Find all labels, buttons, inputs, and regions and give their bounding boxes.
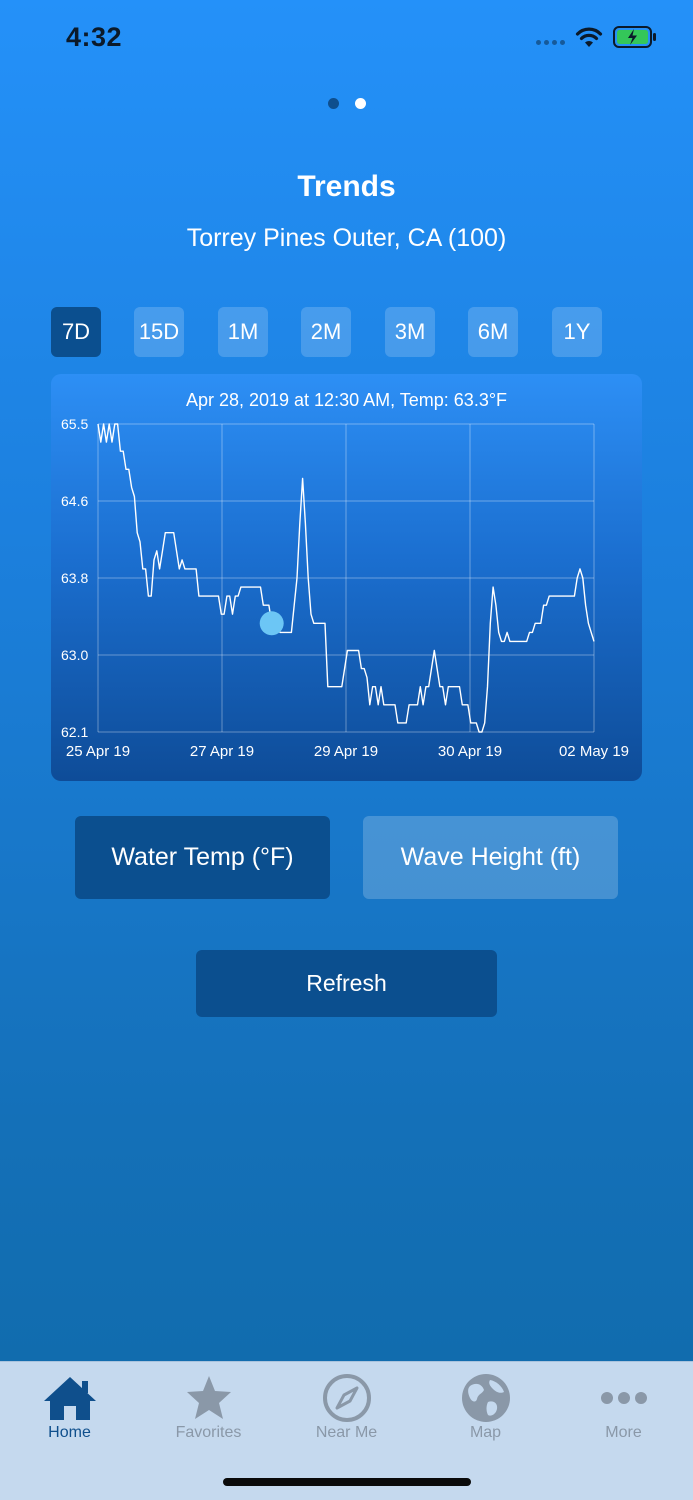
page-title: Trends: [297, 170, 396, 203]
globe-icon: [456, 1370, 516, 1426]
more-icon: [594, 1370, 654, 1426]
range-button-3m[interactable]: 3M: [385, 307, 435, 357]
wave-height-button[interactable]: Wave Height (ft): [363, 816, 618, 899]
temperature-series-line: [97, 423, 595, 733]
status-time: 4:32: [66, 22, 123, 52]
water-temp-button[interactable]: Water Temp (°F): [75, 816, 330, 899]
y-tick-label: 63.0: [61, 647, 88, 663]
tab-bar: Home Favorites Near Me Map: [0, 1361, 693, 1500]
range-button-6m[interactable]: 6M: [468, 307, 518, 357]
home-icon: [40, 1370, 100, 1426]
tab-label: Home: [48, 1424, 91, 1441]
tab-home[interactable]: Home: [0, 1362, 139, 1452]
home-indicator: [223, 1478, 471, 1486]
range-button-2m[interactable]: 2M: [301, 307, 351, 357]
range-selector: 7D 15D 1M 2M 3M 6M 1Y: [51, 307, 611, 357]
tab-more[interactable]: More: [554, 1362, 693, 1452]
y-tick-label: 62.1: [61, 724, 88, 740]
station-name: Torrey Pines Outer, CA (100): [186, 224, 507, 252]
range-button-1y[interactable]: 1Y: [552, 307, 602, 357]
status-bar: 4:32: [0, 0, 693, 80]
tab-label: Map: [469, 1424, 502, 1441]
range-button-1m[interactable]: 1M: [218, 307, 268, 357]
range-button-15d[interactable]: 15D: [134, 307, 184, 357]
y-tick-label: 64.6: [61, 493, 88, 509]
status-icons: [536, 26, 657, 48]
page-dot[interactable]: [327, 98, 339, 109]
battery-icon: [613, 26, 656, 48]
star-icon: [179, 1370, 239, 1426]
x-tick-label: 02 May 19: [559, 743, 629, 760]
trend-chart-card[interactable]: 65.5 64.6 63.8 63.0 62.1 25 Apr 19 27 Apr 19 29…: [51, 374, 642, 781]
compass-icon: [317, 1370, 377, 1426]
x-tick-label: 25 Apr 19: [66, 743, 130, 760]
tab-near-me[interactable]: Near Me: [277, 1362, 416, 1452]
tab-label: Favorites: [175, 1424, 242, 1441]
x-tick-label: 30 Apr 19: [438, 743, 502, 760]
tab-label: Near Me: [315, 1424, 378, 1441]
y-tick-label: 65.5: [61, 416, 88, 432]
x-tick-label: 27 Apr 19: [190, 743, 254, 760]
page-indicator[interactable]: [0, 98, 693, 109]
tab-favorites[interactable]: Favorites: [139, 1362, 278, 1452]
range-button-7d[interactable]: 7D: [51, 307, 101, 357]
refresh-button[interactable]: Refresh: [196, 950, 497, 1017]
page-dot-active[interactable]: [354, 98, 366, 109]
tab-label: More: [605, 1424, 642, 1441]
chart-selection-info: Apr 28, 2019 at 12:30 AM, Temp: 63.3°F: [185, 390, 508, 410]
trend-chart[interactable]: 65.5 64.6 63.8 63.0 62.1 25 Apr 19 27 Apr 19 29…: [51, 374, 642, 781]
tab-map[interactable]: Map: [416, 1362, 555, 1452]
y-tick-label: 63.8: [61, 570, 88, 586]
selected-data-point: [259, 611, 284, 636]
wifi-icon: [575, 27, 603, 47]
x-tick-label: 29 Apr 19: [314, 743, 378, 760]
cellular-signal-icon: [536, 39, 565, 45]
